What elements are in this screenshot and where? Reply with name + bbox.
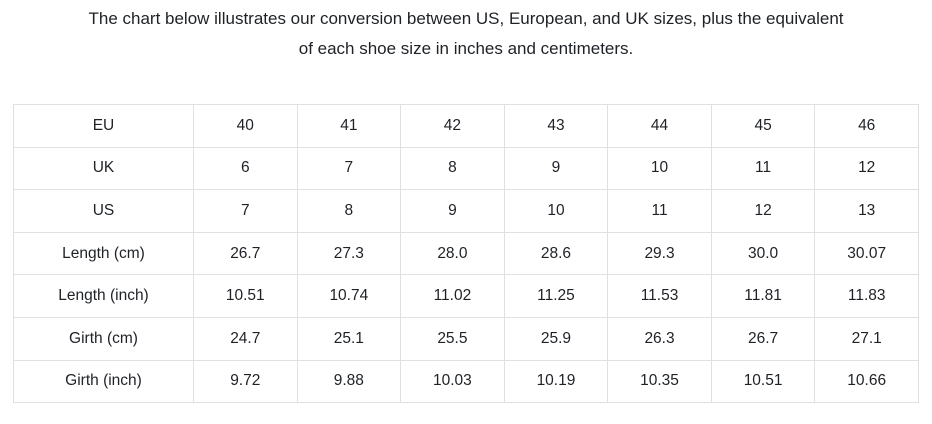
value-cell: 9.72 [193, 359, 298, 404]
value-cell: 27.1 [814, 316, 919, 361]
table-row: UK 6 7 8 9 10 11 12 [13, 146, 919, 191]
value-cell: 28.0 [400, 231, 505, 276]
value-cell: 45 [710, 104, 816, 148]
value-cell: 30.0 [710, 231, 816, 276]
row-header-cell: UK [13, 146, 194, 191]
value-cell: 25.5 [400, 316, 505, 361]
value-cell: 12 [710, 189, 816, 233]
value-cell: 9.88 [296, 359, 402, 404]
page-title-line-2: of each shoe size in inches and centimet… [298, 39, 634, 58]
value-cell: 29.3 [607, 231, 712, 276]
value-cell: 12 [814, 146, 919, 191]
value-cell: 10.03 [400, 359, 505, 404]
value-cell: 42 [400, 104, 505, 148]
value-cell: 43 [503, 104, 609, 148]
row-header-cell: US [13, 189, 194, 233]
value-cell: 6 [193, 146, 298, 191]
value-cell: 41 [296, 104, 402, 148]
row-header-cell: Girth (inch) [13, 359, 194, 404]
table-row: Length (cm) 26.7 27.3 28.0 28.6 29.3 30.0 30.07 [13, 231, 919, 276]
value-cell: 26.7 [193, 231, 298, 276]
value-cell: 10.74 [296, 274, 402, 318]
value-cell: 26.7 [710, 316, 816, 361]
page-title: The chart below illustrates our conversi… [0, 4, 932, 64]
value-cell: 44 [607, 104, 712, 148]
value-cell: 11.02 [400, 274, 505, 318]
value-cell: 9 [503, 146, 609, 191]
value-cell: 28.6 [503, 231, 609, 276]
value-cell: 10.51 [193, 274, 298, 318]
value-cell: 11.25 [503, 274, 609, 318]
table-row: Girth (inch) 9.72 9.88 10.03 10.19 10.35 10.51… [13, 359, 919, 404]
row-header-cell: Length (inch) [13, 274, 194, 318]
value-cell: 9 [400, 189, 505, 233]
value-cell: 40 [193, 104, 298, 148]
table-row: Length (inch) 10.51 10.74 11.02 11.25 11.53 11… [13, 274, 919, 318]
table-row: US 7 8 9 10 11 12 13 [13, 189, 919, 233]
table-row: Girth (cm) 24.7 25.1 25.5 25.9 26.3 26.7 27.1 [13, 316, 919, 361]
value-cell: 30.07 [814, 231, 919, 276]
value-cell: 46 [814, 104, 919, 148]
value-cell: 10.35 [607, 359, 712, 404]
value-cell: 13 [814, 189, 919, 233]
value-cell: 25.9 [503, 316, 609, 361]
value-cell: 26.3 [607, 316, 712, 361]
value-cell: 11.83 [814, 274, 919, 318]
row-header-cell: EU [13, 104, 194, 148]
value-cell: 25.1 [296, 316, 402, 361]
value-cell: 27.3 [296, 231, 402, 276]
table-row: EU 40 41 42 43 44 45 46 [13, 104, 919, 148]
row-header-cell: Length (cm) [13, 231, 194, 276]
page-title-line-1: The chart below illustrates our conversi… [88, 9, 844, 28]
value-cell: 10.51 [710, 359, 816, 404]
value-cell: 24.7 [193, 316, 298, 361]
value-cell: 11 [710, 146, 816, 191]
row-header-cell: Girth (cm) [13, 316, 194, 361]
value-cell: 10 [607, 146, 712, 191]
value-cell: 11.81 [710, 274, 816, 318]
value-cell: 7 [193, 189, 298, 233]
value-cell: 11.53 [607, 274, 712, 318]
size-conversion-table-container: EU 40 41 42 43 44 45 46 UK 6 7 8 9 10 11 12 US 7 8 9 10 11 12 1… [13, 104, 919, 404]
size-conversion-table: EU 40 41 42 43 44 45 46 UK 6 7 8 9 10 11 12 US 7 8 9 10 11 12 1… [13, 104, 919, 404]
value-cell: 10.19 [503, 359, 609, 404]
value-cell: 7 [296, 146, 402, 191]
value-cell: 8 [400, 146, 505, 191]
value-cell: 10.66 [814, 359, 919, 404]
value-cell: 10 [503, 189, 609, 233]
value-cell: 8 [296, 189, 402, 233]
value-cell: 11 [607, 189, 712, 233]
